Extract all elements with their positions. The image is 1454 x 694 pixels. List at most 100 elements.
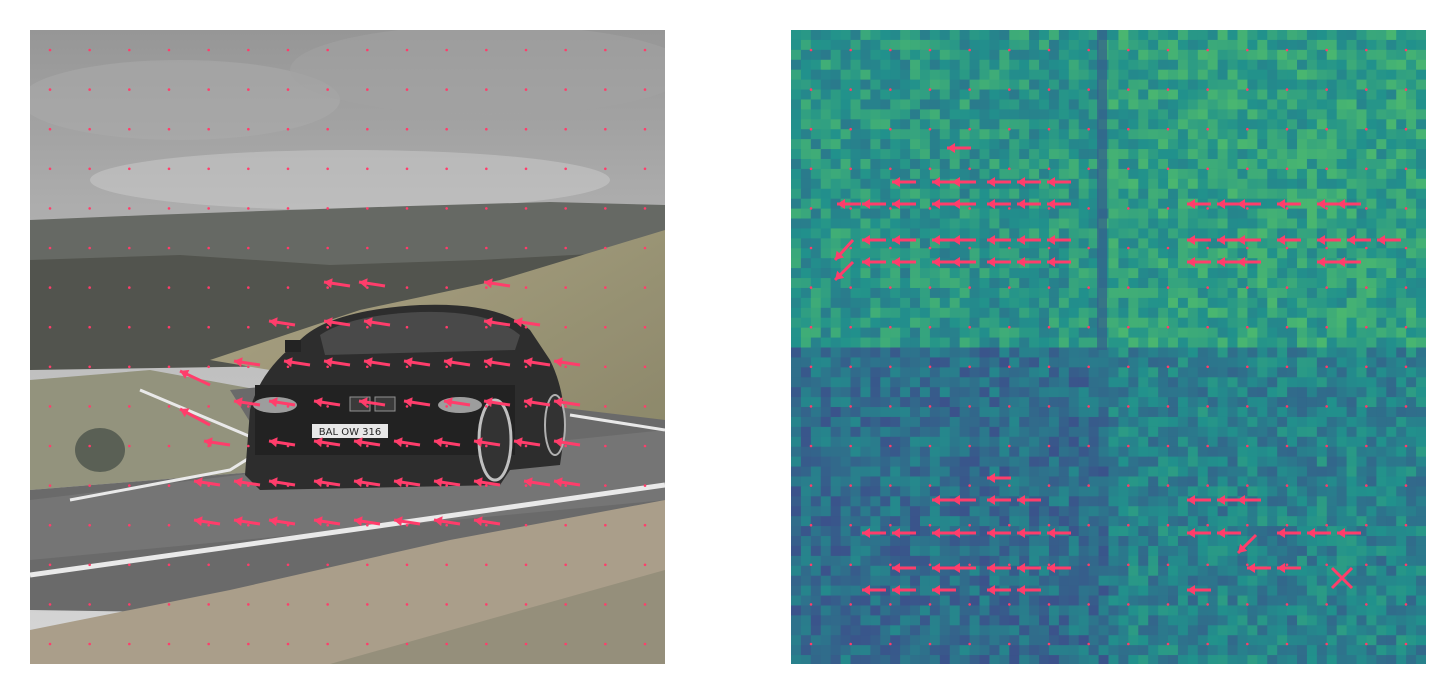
- heatmap-cell: [1287, 287, 1298, 299]
- heatmap-cell: [1207, 416, 1219, 428]
- grid-dot: [1127, 325, 1130, 329]
- heatmap-cell: [1138, 178, 1149, 190]
- heatmap-cell: [830, 456, 842, 468]
- heatmap-cell: [1078, 248, 1090, 259]
- heatmap-cell: [1108, 516, 1120, 527]
- grid-dot: [643, 405, 647, 408]
- heatmap-cell: [1406, 30, 1417, 41]
- heatmap-cell: [1197, 168, 1209, 180]
- heatmap-cell: [1148, 228, 1159, 239]
- heatmap-cell: [949, 208, 961, 220]
- heatmap-cell: [1366, 248, 1377, 259]
- heatmap-cell: [880, 575, 891, 587]
- grid-dot: [1127, 563, 1130, 567]
- heatmap-cell: [810, 347, 822, 359]
- heatmap-cell: [1346, 476, 1358, 488]
- heatmap-cell: [1287, 99, 1298, 110]
- grid-dot: [326, 88, 329, 91]
- motion-arrow: [1047, 199, 1071, 209]
- heatmap-cell: [969, 119, 981, 130]
- grid-dot: [1325, 365, 1328, 369]
- heatmap-cell: [919, 168, 931, 180]
- heatmap-cell: [791, 59, 802, 71]
- heatmap-cell: [1148, 456, 1159, 468]
- heatmap-cell: [1257, 347, 1268, 359]
- heatmap-cell: [820, 565, 832, 577]
- heatmap-cell: [1287, 476, 1298, 488]
- heatmap-cell: [1138, 129, 1149, 140]
- heatmap-cell: [1297, 129, 1308, 140]
- heatmap-cell: [1168, 496, 1179, 507]
- heatmap-cell: [1316, 575, 1328, 587]
- grid-dot: [445, 167, 448, 171]
- heatmap-cell: [1197, 407, 1209, 418]
- heatmap-cell: [1197, 635, 1209, 646]
- heatmap-cell: [989, 39, 1000, 51]
- heatmap-cell: [1406, 585, 1417, 597]
- heatmap-cell: [850, 248, 862, 259]
- heatmap-cell: [1108, 377, 1120, 388]
- heatmap-cell: [969, 337, 981, 349]
- grid-dot: [1087, 563, 1090, 567]
- heatmap-cell: [1257, 407, 1268, 418]
- grid-dot: [1325, 246, 1328, 250]
- heatmap-cell: [860, 278, 871, 289]
- heatmap-cell: [1416, 645, 1426, 656]
- heatmap-cell: [1009, 655, 1020, 664]
- heatmap-cell: [1396, 337, 1407, 349]
- heatmap-cell: [1227, 466, 1239, 478]
- heatmap-cell: [910, 208, 921, 220]
- heatmap-cell: [810, 387, 822, 398]
- heatmap-cell: [910, 536, 921, 547]
- heatmap-cell: [1386, 466, 1397, 478]
- heatmap-cell: [1039, 397, 1050, 408]
- grid-dot: [604, 286, 607, 289]
- heatmap-cell: [1416, 585, 1426, 597]
- heatmap-cell: [1227, 555, 1239, 567]
- heatmap-cell: [1346, 59, 1358, 71]
- heatmap-cell: [1406, 69, 1417, 81]
- motion-arrow: [393, 437, 421, 448]
- heatmap-cell: [979, 387, 991, 398]
- heatmap-cell: [1207, 317, 1219, 329]
- heatmap-cell: [1297, 228, 1308, 239]
- heatmap-cell: [1227, 188, 1239, 200]
- heatmap-cell: [1088, 625, 1100, 636]
- heatmap-cell: [1048, 377, 1060, 388]
- heatmap-cell: [1128, 625, 1139, 636]
- heatmap-cell: [949, 30, 961, 41]
- heatmap-cell: [969, 476, 981, 488]
- heatmap-cell: [1336, 555, 1348, 567]
- heatmap-cell: [1267, 69, 1278, 81]
- heatmap-cell: [1019, 397, 1030, 408]
- heatmap-cell: [1366, 555, 1377, 567]
- heatmap-cell: [1267, 575, 1278, 587]
- grid-dot: [128, 642, 131, 646]
- heatmap-cell: [949, 387, 961, 398]
- heatmap-cell: [1058, 69, 1070, 81]
- heatmap-cell: [1267, 317, 1278, 329]
- heatmap-cell: [880, 456, 891, 468]
- heatmap-cell: [1118, 129, 1129, 140]
- heatmap-cell: [1267, 228, 1278, 239]
- heatmap-cell: [1108, 89, 1120, 101]
- heatmap-cell: [919, 258, 931, 269]
- heatmap-cell: [939, 555, 951, 567]
- motion-arrow: [433, 477, 461, 488]
- grid-dot: [849, 563, 852, 567]
- heatmap-cell: [979, 377, 991, 388]
- heatmap-cell: [1009, 536, 1020, 547]
- heatmap-cell: [900, 416, 911, 428]
- heatmap-cell: [1078, 655, 1090, 664]
- heatmap-cell: [929, 248, 941, 259]
- heatmap-cell: [1247, 446, 1258, 458]
- heatmap-cell: [1068, 337, 1080, 349]
- heatmap-cell: [1039, 49, 1050, 61]
- heatmap-cell: [1346, 536, 1358, 547]
- heatmap-cell: [1078, 258, 1090, 269]
- heatmap-cell: [1148, 337, 1159, 349]
- grid-dot: [809, 246, 813, 250]
- heatmap-cell: [1316, 317, 1328, 329]
- heatmap-cell: [1138, 526, 1149, 537]
- heatmap-cell: [1177, 655, 1189, 664]
